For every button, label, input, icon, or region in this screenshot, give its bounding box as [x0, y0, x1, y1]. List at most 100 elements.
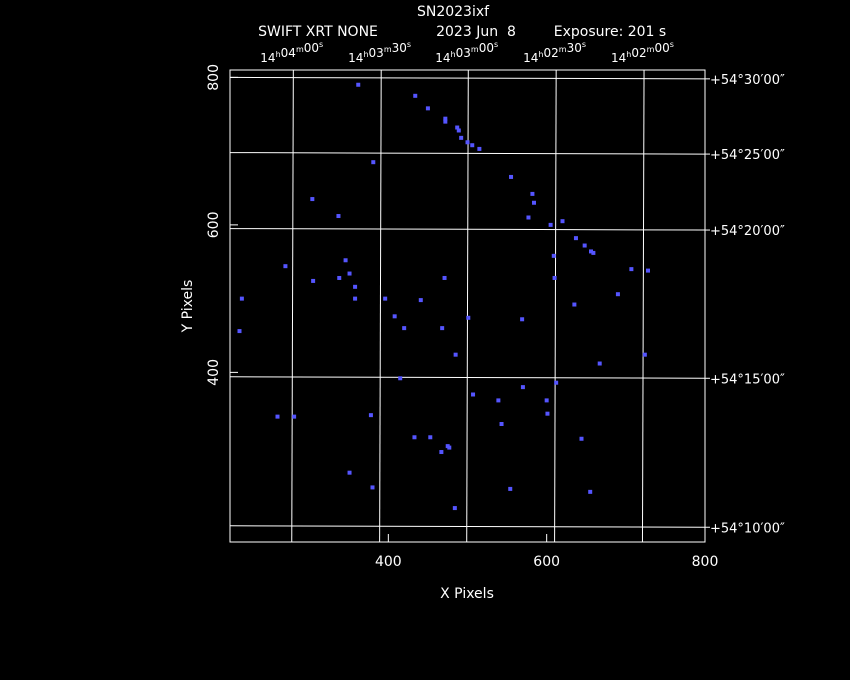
ra-label-3: 14h02m30s — [523, 40, 586, 65]
data-point-46 — [237, 329, 242, 334]
data-point-34 — [353, 284, 358, 289]
y-axis-ticks: 400 600 800 — [206, 64, 238, 386]
dec-axis-labels: +54°30′00″ +54°25′00″ +54°20′00″ +54°15′00″… — [705, 73, 785, 536]
chart-title: SN2023ixf — [417, 4, 490, 20]
data-point-33 — [311, 278, 316, 283]
data-point-35 — [239, 296, 244, 301]
data-point-31 — [442, 275, 447, 280]
data-point-58 — [368, 413, 373, 418]
data-point-15 — [310, 197, 315, 202]
dec-label-2: +54°20′00″ — [710, 224, 785, 239]
ra-label-1: 14h03m30s — [348, 40, 411, 65]
data-point-20 — [573, 236, 578, 241]
data-point-69 — [508, 486, 513, 491]
scatter-points — [237, 82, 650, 511]
data-point-57 — [292, 414, 297, 419]
data-point-11 — [371, 160, 376, 165]
ra-axis-labels: 14h04m00s 14h03m30s 14h03m00s 14h02m30s 14h0… — [260, 40, 674, 65]
data-point-44 — [402, 326, 407, 331]
y-tick-label-2: 800 — [206, 64, 222, 91]
y-tick-label-0: 400 — [206, 359, 222, 386]
data-point-50 — [398, 376, 403, 381]
data-point-0 — [356, 82, 361, 87]
data-point-41 — [392, 314, 397, 319]
data-point-14 — [532, 200, 536, 205]
plot-frame — [229, 69, 706, 543]
x-tick-label-2: 800 — [692, 554, 719, 570]
data-point-70 — [588, 489, 593, 494]
grid — [229, 69, 706, 543]
data-point-40 — [615, 292, 620, 297]
data-point-62 — [428, 435, 433, 440]
data-point-66 — [439, 450, 444, 455]
data-point-53 — [471, 392, 476, 397]
data-point-27 — [629, 267, 634, 272]
data-point-47 — [453, 352, 458, 357]
ra-label-2: 14h03m00s — [435, 40, 498, 65]
data-point-21 — [582, 243, 587, 248]
dec-label-0: +54°30′00″ — [710, 73, 785, 88]
data-point-9 — [470, 143, 475, 148]
data-point-10 — [477, 146, 482, 151]
dec-label-1: +54°25′00″ — [710, 148, 785, 163]
data-point-7 — [459, 135, 464, 140]
data-point-51 — [554, 380, 559, 385]
data-point-65 — [447, 445, 452, 450]
data-point-59 — [545, 411, 550, 416]
data-point-12 — [509, 174, 514, 179]
ra-label-4: 14h02m00s — [611, 40, 674, 65]
data-point-1 — [413, 93, 418, 98]
data-point-29 — [347, 271, 352, 276]
grid-ra-line-0 — [291, 69, 294, 543]
data-point-5 — [455, 125, 460, 130]
dec-label-3: +54°15′00″ — [710, 372, 785, 387]
data-point-28 — [646, 268, 650, 273]
data-point-3 — [443, 116, 448, 121]
data-point-22 — [589, 249, 593, 254]
data-point-37 — [383, 296, 388, 301]
data-point-36 — [353, 296, 358, 301]
x-tick-label-1: 600 — [533, 554, 560, 570]
data-point-61 — [412, 435, 417, 440]
data-point-16 — [336, 214, 341, 219]
grid-ra-line-4 — [641, 69, 645, 543]
grid-ra-line-2 — [466, 69, 469, 543]
chart-subtitle-exposure: Exposure: 201 s — [554, 24, 666, 40]
data-point-8 — [465, 140, 470, 145]
data-point-56 — [275, 414, 280, 419]
data-point-67 — [347, 470, 352, 475]
data-point-24 — [551, 253, 556, 258]
data-point-42 — [466, 315, 471, 320]
data-point-32 — [552, 275, 557, 280]
data-point-52 — [520, 385, 525, 390]
data-point-60 — [499, 422, 504, 426]
data-point-4 — [443, 119, 448, 124]
data-point-63 — [579, 436, 584, 441]
data-point-30 — [337, 275, 342, 280]
data-point-49 — [597, 361, 602, 366]
data-point-71 — [452, 506, 457, 511]
data-point-2 — [425, 106, 430, 111]
data-point-25 — [343, 258, 348, 263]
grid-ra-line-1 — [379, 69, 382, 543]
y-tick-label-1: 600 — [206, 212, 222, 239]
data-point-38 — [418, 298, 423, 303]
x-axis-label: X Pixels — [440, 586, 494, 602]
data-point-55 — [544, 398, 549, 403]
chart-subtitle-instrument: SWIFT XRT NONE — [258, 24, 378, 40]
data-point-6 — [456, 128, 461, 133]
ra-label-0: 14h04m00s — [260, 40, 323, 65]
data-point-18 — [560, 219, 565, 224]
data-point-19 — [548, 222, 553, 227]
data-point-17 — [526, 215, 531, 220]
y-axis-label: Y Pixels — [180, 280, 196, 334]
x-tick-label-0: 400 — [375, 554, 402, 570]
data-point-39 — [572, 302, 577, 307]
x-axis-ticks: 400 600 800 — [375, 534, 718, 570]
data-point-26 — [283, 264, 288, 269]
chart-subtitle-date: 2023 Jun 8 — [436, 24, 516, 40]
data-point-68 — [370, 485, 375, 490]
dec-label-4: +54°10′00″ — [710, 521, 785, 536]
grid-dec-line-4 — [229, 525, 706, 528]
